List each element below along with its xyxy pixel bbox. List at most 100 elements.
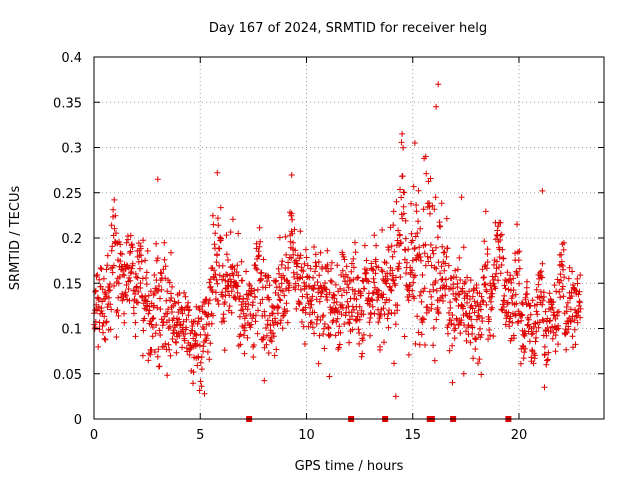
data-point (297, 286, 304, 293)
data-point (560, 293, 567, 300)
data-point (472, 302, 479, 309)
data-point (484, 246, 491, 253)
data-point (156, 327, 163, 334)
y-tick-label: 0.35 (53, 96, 82, 111)
data-point (457, 330, 464, 337)
data-point (383, 260, 390, 266)
data-point (324, 262, 331, 268)
data-point (204, 349, 211, 355)
data-point (430, 325, 437, 331)
data-point (349, 326, 356, 333)
data-point (122, 292, 129, 299)
data-point (207, 283, 214, 290)
data-point (198, 383, 205, 390)
data-point (257, 300, 264, 307)
data-point (146, 303, 153, 310)
data-point (282, 233, 289, 240)
data-point (295, 300, 302, 307)
data-point (239, 277, 246, 284)
data-point (392, 282, 399, 289)
data-point (478, 293, 485, 300)
data-point (434, 234, 441, 241)
data-point (194, 341, 201, 348)
data-point (311, 330, 318, 337)
data-point (95, 297, 102, 303)
data-point (165, 325, 172, 332)
data-point (328, 278, 335, 285)
data-point (493, 258, 500, 265)
data-point (371, 232, 378, 239)
data-point (469, 324, 476, 331)
data-point (203, 335, 210, 342)
data-point (401, 333, 408, 340)
data-point (499, 246, 506, 253)
data-point (563, 346, 570, 353)
data-point (394, 237, 401, 244)
data-point (328, 265, 334, 272)
data-point (401, 189, 408, 196)
data-point (287, 238, 294, 245)
data-point (117, 241, 124, 248)
data-point (107, 326, 114, 333)
data-point (290, 251, 297, 258)
data-point (261, 377, 268, 384)
data-point (473, 282, 480, 288)
data-point (210, 221, 217, 228)
data-point (179, 344, 186, 351)
data-point (280, 312, 287, 319)
data-point (276, 234, 283, 241)
data-point (139, 294, 146, 301)
data-point (526, 338, 533, 345)
data-point (516, 265, 523, 272)
data-point (358, 353, 365, 360)
data-point (215, 222, 222, 229)
data-point (291, 226, 298, 233)
data-point (157, 332, 164, 338)
data-point (555, 325, 562, 332)
data-point (169, 309, 175, 315)
data-point (422, 262, 429, 269)
data-point (547, 317, 554, 324)
data-point (198, 316, 205, 322)
data-point (115, 294, 122, 301)
data-point (243, 268, 250, 275)
data-point (370, 275, 377, 282)
data-point (475, 360, 481, 367)
data-point (119, 251, 125, 258)
data-point (251, 287, 258, 294)
data-point (451, 335, 458, 342)
data-point (425, 258, 432, 265)
data-point (343, 289, 350, 296)
data-point (234, 262, 241, 269)
data-point (483, 301, 490, 308)
data-point (240, 295, 247, 302)
data-point (307, 304, 314, 311)
data-point (272, 278, 279, 285)
data-point (552, 348, 559, 355)
data-point (483, 265, 490, 272)
data-point (564, 299, 571, 306)
data-point (383, 280, 390, 287)
data-point (142, 257, 149, 264)
data-point (390, 222, 397, 229)
data-point (209, 212, 216, 219)
data-point (558, 277, 564, 284)
data-point (575, 291, 582, 298)
data-point (497, 232, 504, 239)
data-point (150, 302, 157, 309)
data-point (391, 310, 398, 317)
data-point (495, 277, 501, 284)
data-point (252, 312, 259, 319)
data-point (533, 334, 539, 341)
data-point (441, 267, 448, 274)
data-point (277, 317, 284, 324)
data-point (236, 296, 243, 303)
data-point (108, 306, 115, 313)
data-point (498, 262, 505, 268)
data-point (569, 268, 576, 275)
data-point (114, 307, 121, 314)
data-point (468, 316, 475, 323)
data-point (132, 291, 139, 297)
data-point (321, 321, 328, 327)
data-point (201, 326, 207, 332)
